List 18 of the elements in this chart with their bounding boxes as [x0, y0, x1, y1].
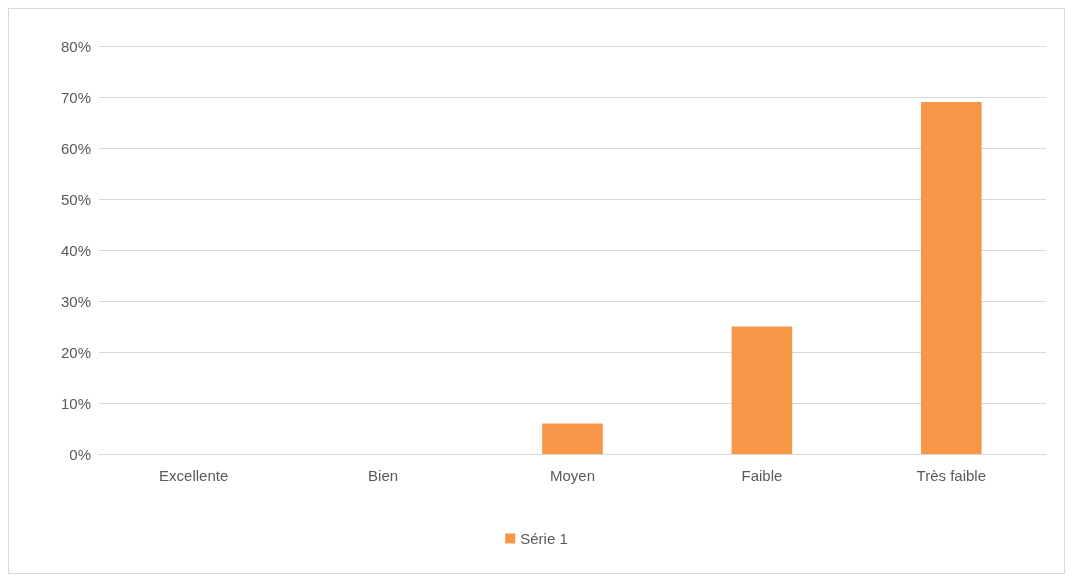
- y-tick-label: 10%: [60, 394, 91, 412]
- x-tick-label: Bien: [368, 467, 399, 484]
- y-tick-label: 50%: [60, 190, 91, 208]
- y-tick-label: 0%: [69, 445, 91, 463]
- x-tick-label: Très faible: [916, 467, 987, 484]
- bar: [542, 423, 603, 454]
- y-tick-label: 30%: [60, 292, 91, 310]
- y-tick-label: 70%: [60, 88, 91, 106]
- bar: [731, 326, 793, 454]
- legend-label: Série 1: [520, 530, 568, 547]
- y-tick-label: 40%: [60, 241, 91, 259]
- y-tick-label: 20%: [60, 343, 91, 361]
- y-tick-label: 60%: [60, 139, 91, 157]
- x-tick-label: Moyen: [549, 467, 596, 484]
- x-tick-label: Faible: [741, 467, 783, 484]
- x-tick-label: Excellente: [159, 467, 229, 484]
- bar: [921, 102, 982, 454]
- y-tick-label: 80%: [60, 37, 91, 55]
